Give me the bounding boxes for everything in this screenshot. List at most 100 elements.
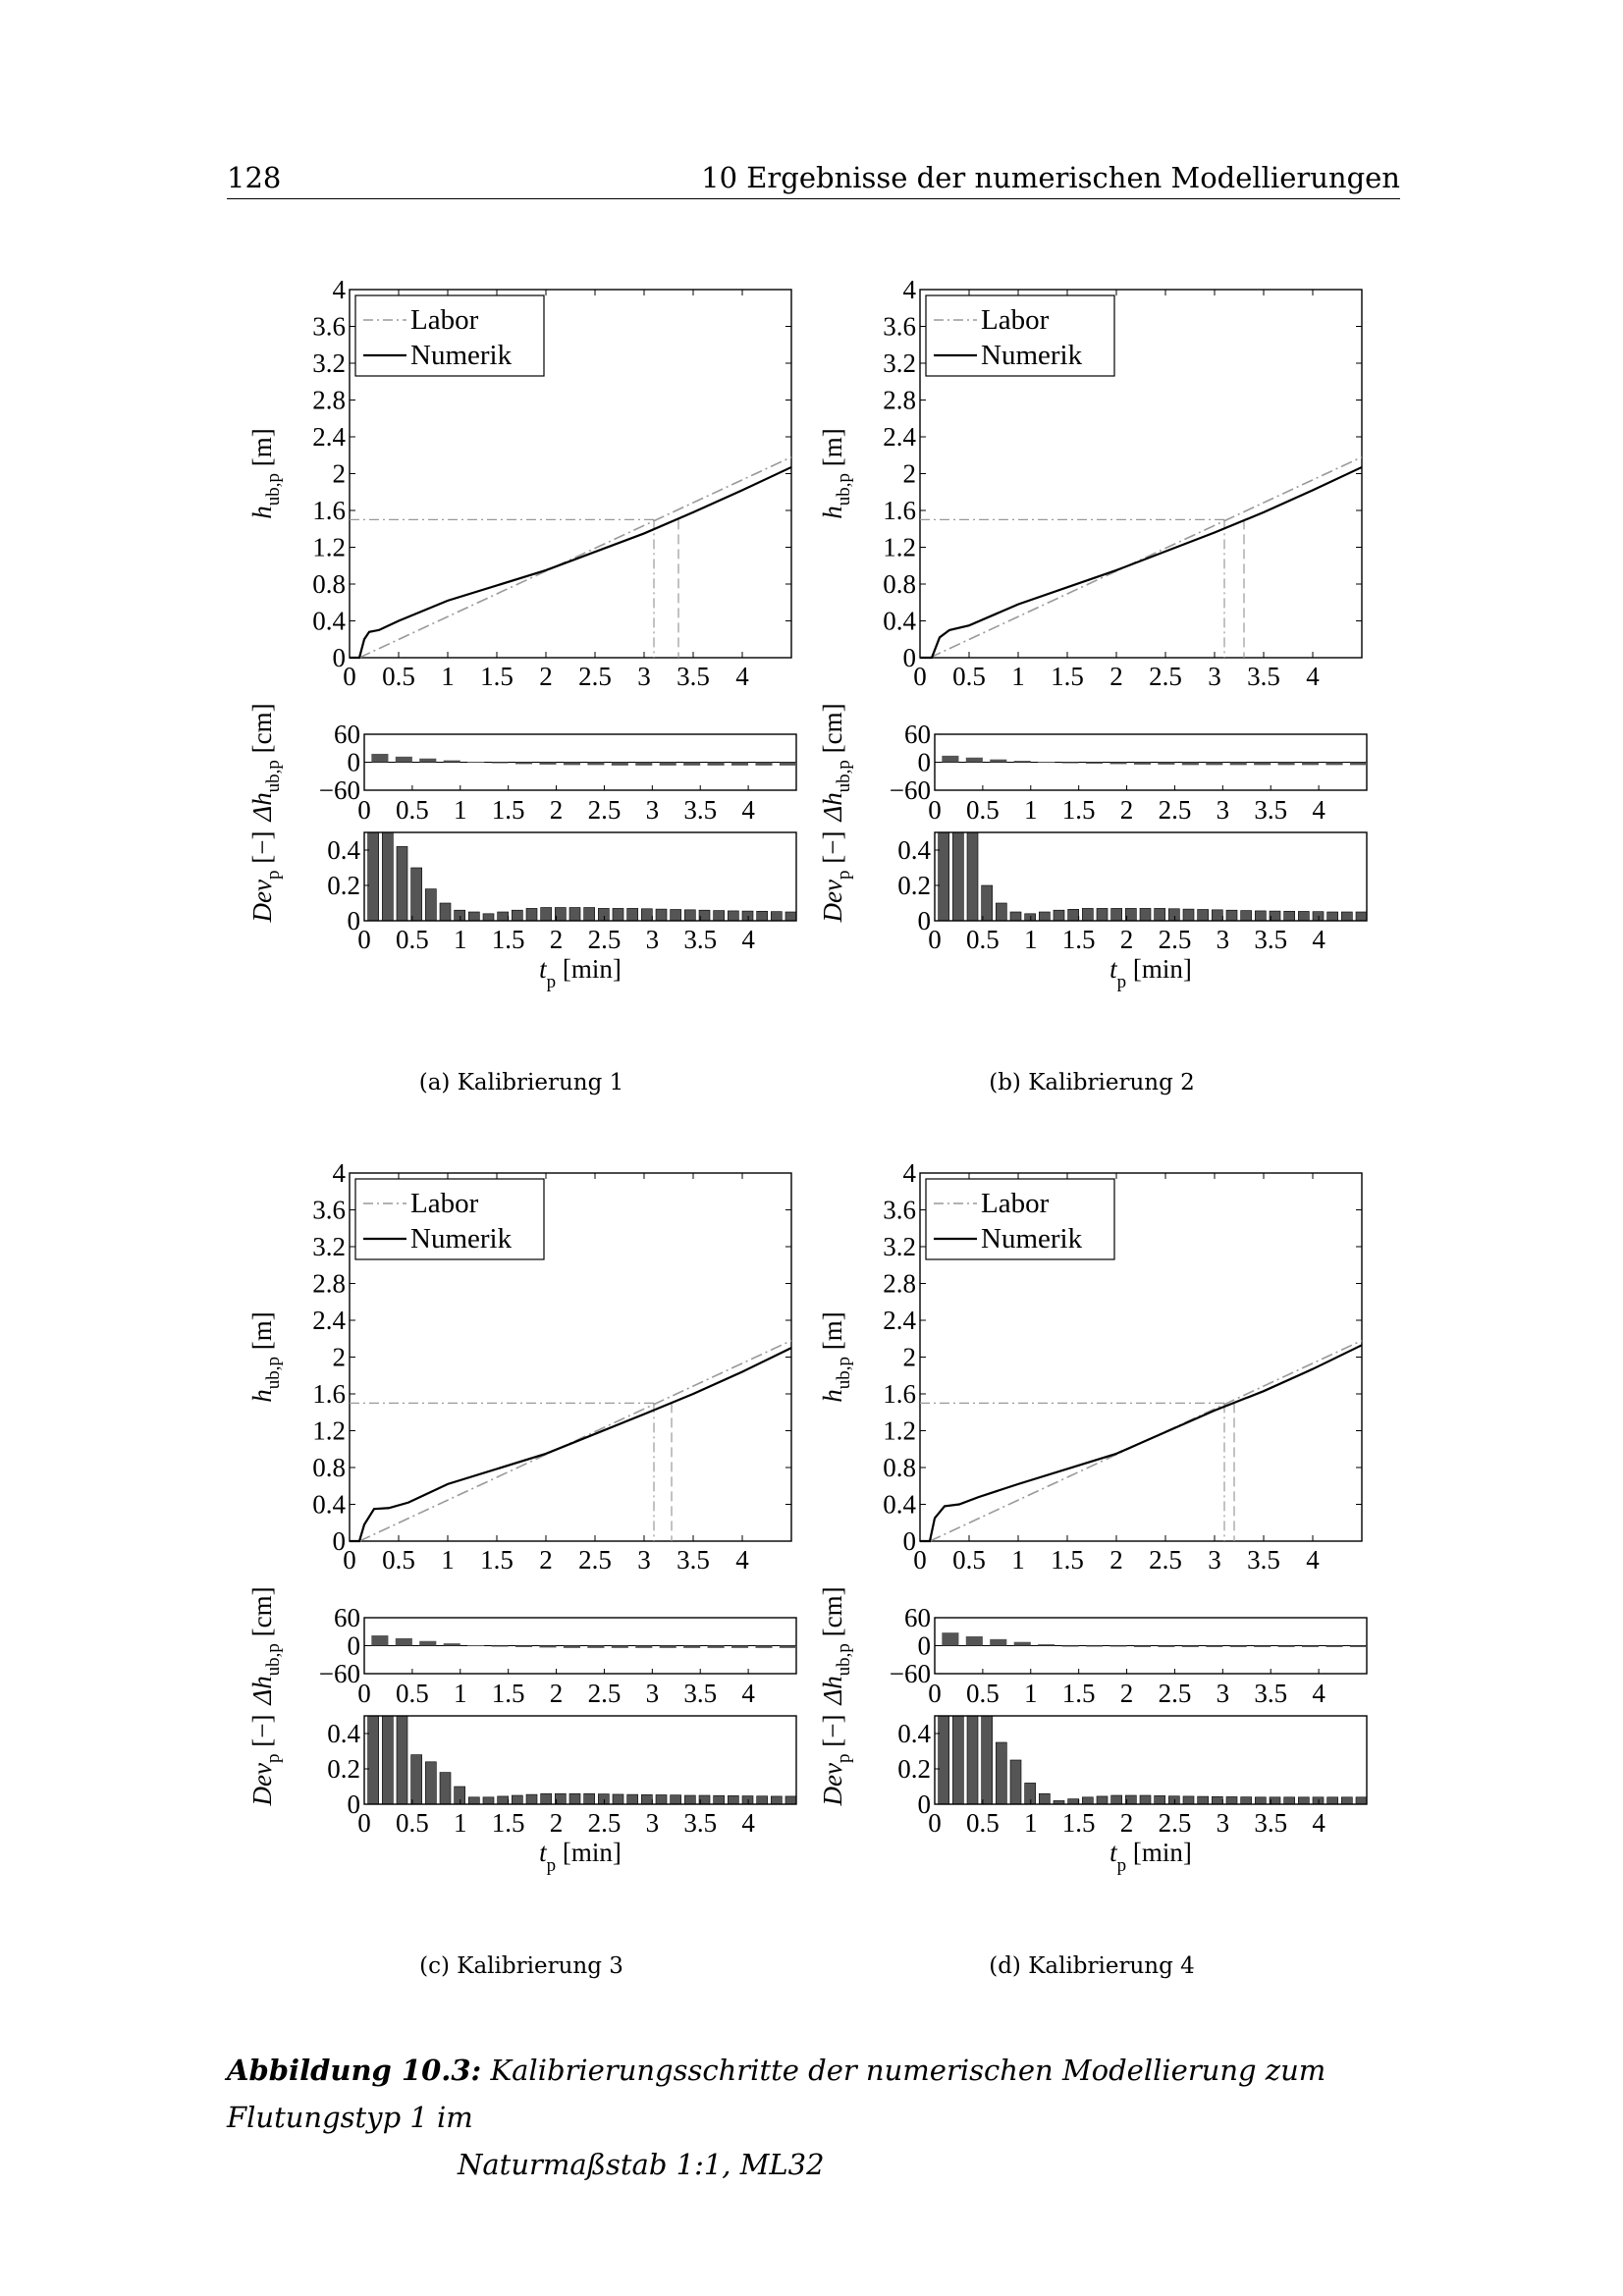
x-tick-label: 0.5 [396, 925, 429, 954]
x-tick-label: 3 [1217, 925, 1230, 954]
diff-bar [443, 760, 460, 763]
legend-label-numerik: Numerik [981, 340, 1083, 371]
y-tick-label: 0.4 [883, 607, 916, 636]
y-tick-label: −60 [319, 1659, 360, 1688]
dev-bar [641, 1793, 653, 1805]
diff-bar [563, 1645, 580, 1648]
x-tick-label: 0.5 [966, 795, 1000, 825]
x-tick-label: 1.5 [492, 795, 525, 825]
x-tick-label: 3 [637, 1545, 651, 1575]
legend: Labor Numerik [354, 1178, 545, 1260]
y-tick-label: 0.4 [327, 1719, 360, 1748]
x-tick-label: 0 [357, 925, 371, 954]
y-tick-label: 1.6 [312, 1379, 346, 1409]
dev-bar [655, 908, 668, 922]
figure-caption-line1: Kalibrierungsschritte der numerischen Mo… [227, 2054, 1326, 2134]
x-axis-label: tp [min] [1109, 954, 1192, 992]
y-tick-label: 60 [334, 1603, 360, 1632]
diff-bar [1254, 762, 1271, 766]
x-tick-label: 3.5 [676, 1545, 710, 1575]
y-tick-label: 2.8 [312, 1269, 346, 1299]
dev-bar [612, 1793, 624, 1805]
y-tick-label: 1.2 [312, 533, 346, 562]
dev-bar [583, 1792, 595, 1805]
dev-chart-d: 0 0.2 0.4 0 0.5 1 1.5 2 2.5 3 3.5 4 Devp [−] tp [min] [818, 1715, 1368, 1876]
x-tick-label: 2 [550, 795, 564, 825]
y-tick-label: 60 [904, 1603, 931, 1632]
y-tick-label: 2.8 [883, 1269, 916, 1299]
diff-bar [731, 1645, 749, 1648]
y-tick-label: 4 [903, 275, 917, 304]
y-tick-label: 2.4 [883, 1306, 916, 1335]
x-tick-label: 3 [1217, 1679, 1230, 1708]
x-tick-label: 2.5 [1149, 1545, 1182, 1575]
x-tick-label: 0 [928, 1808, 942, 1838]
dev-bar [684, 1794, 696, 1805]
legend: Labor Numerik [925, 1178, 1115, 1260]
y-tick-label: 3.2 [883, 348, 916, 378]
y-tick-label: 2 [333, 459, 347, 489]
y-tick-label: 0 [348, 906, 361, 935]
series-line-labor [929, 455, 1363, 659]
dev-bar [1139, 1794, 1152, 1805]
x-tick-label: 0 [928, 925, 942, 954]
x-tick-label: 3 [646, 1808, 660, 1838]
figure-panel-b: 0 0.4 0.8 1.2 1.6 2 2.4 2.8 3.2 3.6 4 0 0.5 1 1.5 2 2.5 3… [797, 265, 1386, 1139]
plot-frame [363, 1715, 797, 1805]
diff-bar [1229, 762, 1247, 766]
diff-bar [1061, 762, 1079, 764]
dev-bar [482, 913, 495, 922]
x-tick-label: 1 [1024, 1679, 1038, 1708]
diff-bar [1086, 1645, 1104, 1647]
x-tick-label: 1 [454, 925, 467, 954]
dev-bar [1096, 908, 1109, 922]
dev-bar [938, 1715, 949, 1805]
diff-bar [395, 1637, 412, 1646]
x-axis-label: tp [min] [1109, 1838, 1192, 1876]
x-tick-label: 4 [741, 1679, 755, 1708]
dev-bar [1225, 909, 1238, 922]
y-tick-label: 3.2 [312, 1232, 346, 1261]
diff-bar [1038, 1644, 1055, 1646]
dev-bar [1283, 1796, 1295, 1805]
diff-bar [635, 762, 653, 766]
x-tick-label: 1 [1011, 1545, 1025, 1575]
dev-bar [1009, 1759, 1022, 1805]
y-tick-label: 2.8 [312, 386, 346, 415]
dev-bar [497, 911, 509, 922]
dev-bar [1197, 1795, 1209, 1805]
subcaption-b: (b) Kalibrierung 2 [989, 1070, 1195, 1095]
dev-bar [525, 908, 538, 922]
x-tick-label: 1.5 [1051, 1545, 1084, 1575]
x-tick-label: 0 [357, 1808, 371, 1838]
legend-box [925, 294, 1115, 377]
diff-bar [395, 756, 412, 763]
dev-bar [756, 1795, 768, 1805]
x-tick-label: 4 [741, 1808, 755, 1838]
dev-bar [512, 1794, 523, 1805]
legend-label-numerik: Numerik [410, 1223, 513, 1255]
figure-panel-b-plots: 0 0.4 0.8 1.2 1.6 2 2.4 2.8 3.2 3.6 4 0 0.5 1 1.5 2 2.5 3… [818, 275, 1368, 992]
dev-bar [741, 910, 754, 922]
dev-bar [670, 909, 681, 922]
dev-chart-a: 0 0.2 0.4 0 0.5 1 1.5 2 2.5 3 3.5 4 Devp [−] tp [min] [247, 831, 797, 992]
x-tick-label: 0.5 [966, 925, 1000, 954]
diff-bar [419, 758, 437, 763]
x-tick-label: 2 [539, 662, 553, 691]
y-tick-label: 0.2 [897, 1754, 931, 1784]
dev-bar [468, 1796, 480, 1805]
dev-bar [1110, 908, 1122, 922]
y-axis-label: Δhub,p [cm] [818, 1586, 854, 1705]
x-tick-label: 4 [741, 795, 755, 825]
x-axis-label: tp [min] [539, 954, 622, 992]
dev-bar [367, 831, 379, 922]
y-axis-label: Δhub,p [cm] [247, 1586, 284, 1705]
x-tick-label: 0.5 [382, 1545, 415, 1575]
page-number: 128 [227, 161, 282, 194]
diff-bar [965, 757, 983, 763]
x-tick-label: 0 [357, 1679, 371, 1708]
x-tick-label: 4 [735, 1545, 749, 1575]
dev-bar [713, 1794, 725, 1805]
y-tick-label: 2.4 [883, 422, 916, 452]
